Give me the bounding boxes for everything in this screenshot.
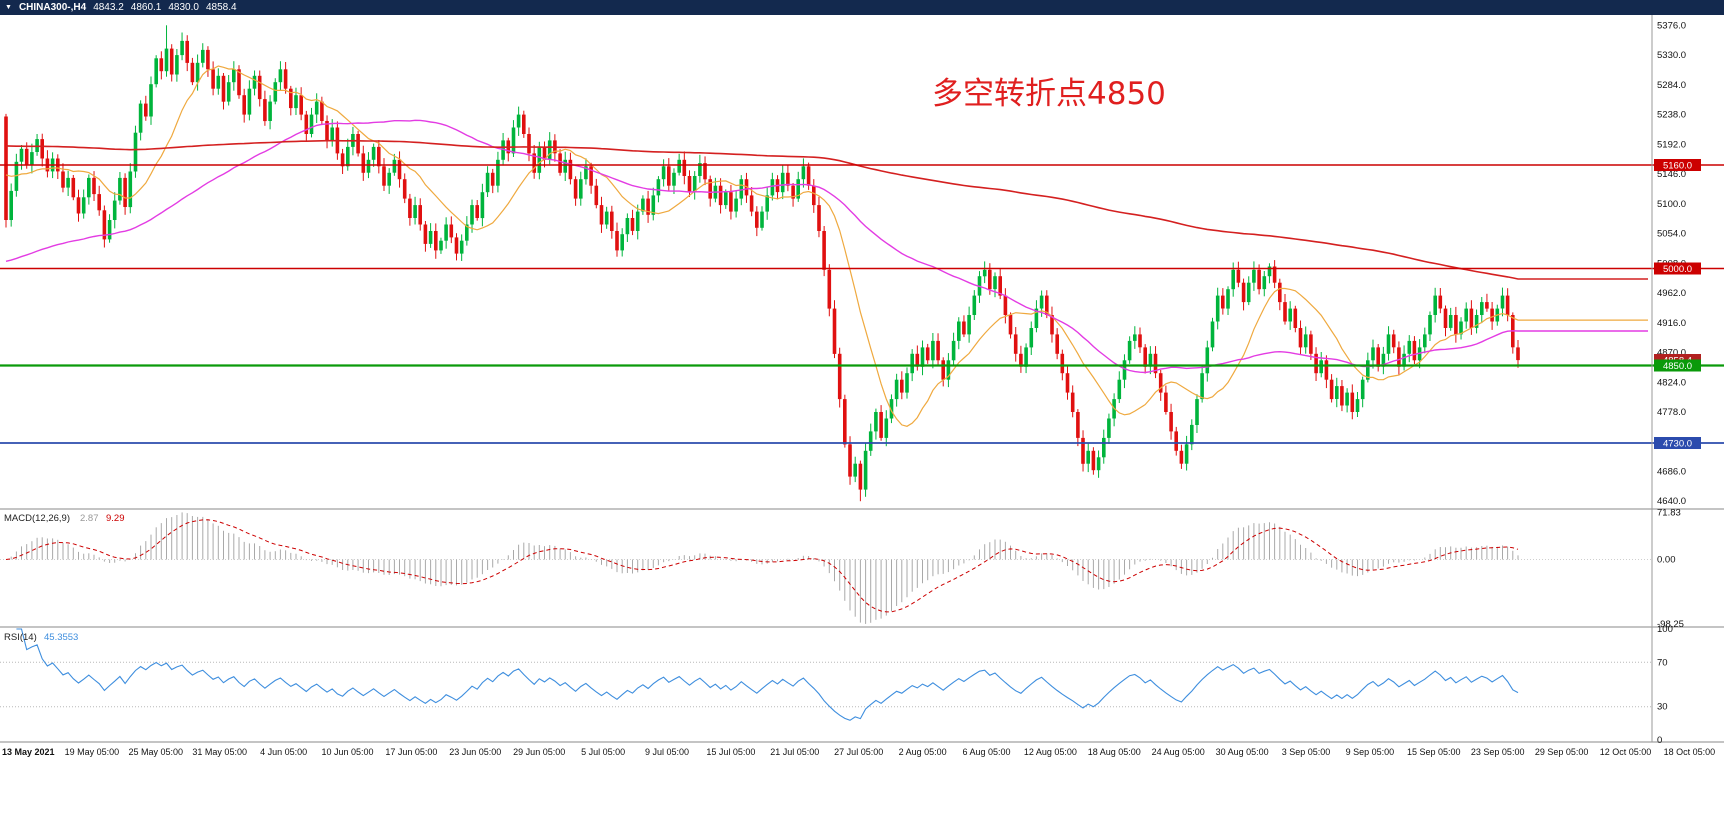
time-axis-label: 18 Aug 05:00 xyxy=(1088,747,1141,757)
svg-text:4778.0: 4778.0 xyxy=(1657,407,1686,418)
ohlc-high: 4860.1 xyxy=(130,2,162,13)
svg-text:4962.0: 4962.0 xyxy=(1657,288,1686,299)
rsi-label: RSI(14) xyxy=(4,632,37,643)
time-axis-label: 29 Sep 05:00 xyxy=(1535,747,1589,757)
time-axis-label: 18 Oct 05:00 xyxy=(1664,747,1716,757)
rsi-panel: 100 70 30 0 RSI(14) 45.3553 xyxy=(0,624,1673,746)
symbol-timeframe-label: CHINA300-,H4 xyxy=(18,2,87,13)
horizontal-levels xyxy=(0,164,1724,444)
time-axis-label: 27 Jul 05:00 xyxy=(834,747,883,757)
time-axis-label: 3 Sep 05:00 xyxy=(1282,747,1331,757)
time-axis-label: 25 May 05:00 xyxy=(129,747,184,757)
svg-text:5238.0: 5238.0 xyxy=(1657,110,1686,121)
chart-canvas[interactable]: 5376.0 5330.0 5284.0 5238.0 5192.0 5146.0 5100… xyxy=(0,15,1724,837)
price-level-tag xyxy=(1654,437,1701,449)
chart-area[interactable]: 5376.0 5330.0 5284.0 5238.0 5192.0 5146.0 5100… xyxy=(0,15,1724,837)
svg-text:5160.0: 5160.0 xyxy=(1663,161,1692,172)
svg-text:4850.0: 4850.0 xyxy=(1663,361,1692,372)
svg-text:5000.0: 5000.0 xyxy=(1663,264,1692,275)
time-axis-label: 15 Jul 05:00 xyxy=(706,747,755,757)
price-level-tag xyxy=(1654,359,1701,372)
svg-text:5100.0: 5100.0 xyxy=(1657,199,1686,210)
svg-text:0.00: 0.00 xyxy=(1657,555,1676,566)
chart-header: ▼ CHINA300-,H4 4843.2 4860.1 4830.0 4858… xyxy=(0,0,1724,15)
rsi-value: 45.3553 xyxy=(44,632,78,643)
svg-text:5192.0: 5192.0 xyxy=(1657,139,1686,150)
time-axis[interactable]: 13 May 2021 19 May 05:00 25 May 05:00 31 Ma… xyxy=(2,747,1715,757)
time-axis-label: 21 Jul 05:00 xyxy=(770,747,819,757)
time-axis-label: 10 Jun 05:00 xyxy=(321,747,373,757)
time-axis-label: 23 Jun 05:00 xyxy=(449,747,501,757)
time-axis-label: 9 Jul 05:00 xyxy=(645,747,689,757)
svg-text:0: 0 xyxy=(1657,735,1662,746)
price-level-tag xyxy=(1654,159,1701,171)
svg-text:4730.0: 4730.0 xyxy=(1663,439,1692,450)
time-axis-label: 24 Aug 05:00 xyxy=(1152,747,1205,757)
svg-text:5284.0: 5284.0 xyxy=(1657,80,1686,91)
time-axis-label: 15 Sep 05:00 xyxy=(1407,747,1461,757)
macd-signal-line xyxy=(5,519,1519,613)
symbol-dropdown-icon[interactable]: ▼ xyxy=(5,4,12,11)
time-axis-label: 5 Jul 05:00 xyxy=(581,747,625,757)
candlesticks[interactable] xyxy=(4,25,1520,502)
ma-mid-magenta xyxy=(5,119,1648,374)
svg-text:4824.0: 4824.0 xyxy=(1657,377,1686,388)
svg-text:5330.0: 5330.0 xyxy=(1657,50,1686,61)
time-axis-label: 12 Aug 05:00 xyxy=(1024,747,1077,757)
svg-text:5054.0: 5054.0 xyxy=(1657,229,1686,240)
macd-panel: 71.83 0.00 -98.25 MACD(12,26,9) 2.87 9.29 xyxy=(0,507,1684,630)
time-axis-label: 17 Jun 05:00 xyxy=(385,747,437,757)
chart-annotation: 多空转折点4850 xyxy=(932,76,1166,112)
svg-text:70: 70 xyxy=(1657,657,1668,668)
time-axis-label: 4 Jun 05:00 xyxy=(260,747,307,757)
time-axis-label: 29 Jun 05:00 xyxy=(513,747,565,757)
rsi-line xyxy=(16,628,1519,721)
svg-text:5376.0: 5376.0 xyxy=(1657,20,1686,31)
svg-text:30: 30 xyxy=(1657,702,1668,713)
ohlc-low: 4830.0 xyxy=(168,2,199,13)
ma-slow-red xyxy=(5,139,1648,280)
time-axis-label: 23 Sep 05:00 xyxy=(1471,747,1525,757)
time-axis-label: 2 Aug 05:00 xyxy=(899,747,947,757)
ma-fast-orange xyxy=(5,65,1648,427)
time-axis-label: 12 Oct 05:00 xyxy=(1600,747,1652,757)
time-axis-label: 31 May 05:00 xyxy=(192,747,247,757)
time-axis-label: 30 Aug 05:00 xyxy=(1216,747,1269,757)
svg-text:-98.25: -98.25 xyxy=(1657,619,1684,630)
svg-text:4640.0: 4640.0 xyxy=(1657,496,1686,507)
time-axis-label: 19 May 05:00 xyxy=(65,747,120,757)
svg-text:4916.0: 4916.0 xyxy=(1657,318,1686,329)
price-axis[interactable]: 5376.0 5330.0 5284.0 5238.0 5192.0 5146.0 5100… xyxy=(1654,20,1701,507)
svg-text:4870.0: 4870.0 xyxy=(1657,348,1686,359)
macd-main-value: 2.87 xyxy=(80,513,99,524)
ohlc-close: 4858.4 xyxy=(205,2,237,13)
macd-label: MACD(12,26,9) xyxy=(4,513,70,524)
time-axis-label: 9 Sep 05:00 xyxy=(1346,747,1395,757)
svg-text:5146.0: 5146.0 xyxy=(1657,169,1686,180)
svg-text:71.83: 71.83 xyxy=(1657,507,1681,518)
time-axis-label: 6 Aug 05:00 xyxy=(962,747,1010,757)
macd-signal-value: 9.29 xyxy=(106,513,125,524)
svg-text:100: 100 xyxy=(1657,624,1673,635)
svg-text:4686.0: 4686.0 xyxy=(1657,467,1686,478)
ohlc-open: 4843.2 xyxy=(93,2,124,13)
time-axis-label: 13 May 2021 xyxy=(2,747,55,757)
price-level-tag xyxy=(1654,262,1701,275)
